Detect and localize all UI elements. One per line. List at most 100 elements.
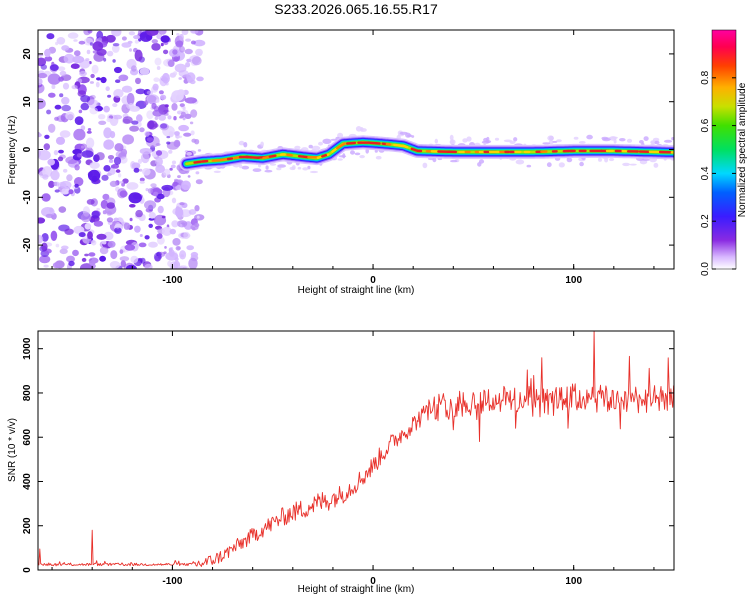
ridge-core-segment — [297, 154, 309, 159]
ridge-halo-speckle — [663, 139, 673, 143]
noise-speckle — [38, 150, 51, 161]
noise-speckle — [146, 30, 159, 36]
noise-speckle — [87, 99, 99, 109]
noise-speckle — [107, 155, 115, 160]
noise-speckle — [41, 193, 51, 202]
noise-speckle — [115, 150, 127, 158]
noise-speckle — [51, 84, 56, 89]
noise-speckle — [123, 222, 131, 230]
ridge-halo-speckle — [311, 145, 321, 151]
ridge-halo-speckle — [309, 170, 319, 174]
noise-speckle — [43, 143, 50, 151]
noise-speckle — [174, 178, 178, 182]
noise-speckle — [135, 88, 146, 95]
noise-speckle — [184, 113, 192, 120]
noise-speckle — [102, 240, 107, 245]
ridge-halo-speckle — [322, 138, 332, 144]
noise-speckle — [59, 248, 68, 255]
snr-xlabel: Height of straight line (km) — [298, 584, 415, 595]
ridge-halo-speckle — [330, 138, 338, 141]
noise-speckle — [92, 41, 104, 52]
noise-speckle — [197, 51, 203, 57]
noise-speckle — [74, 183, 79, 188]
noise-speckle — [158, 30, 167, 35]
ridge-halo-speckle — [359, 155, 365, 159]
noise-speckle — [154, 57, 162, 66]
ridge-halo-speckle — [269, 163, 277, 166]
noise-speckle — [58, 149, 64, 154]
noise-speckle — [47, 73, 61, 85]
noise-speckle — [98, 120, 107, 126]
noise-speckle — [126, 182, 139, 190]
noise-speckle — [38, 217, 46, 224]
noise-speckle — [61, 187, 70, 195]
colorbar-tick-label: 0.8 — [700, 70, 711, 84]
noise-speckle — [71, 85, 78, 90]
snr-ytick-label: 0 — [22, 567, 33, 573]
noise-speckle — [138, 242, 147, 248]
ridge-halo-speckle — [608, 157, 615, 162]
ridge-halo-speckle — [434, 138, 438, 144]
noise-speckle — [146, 120, 158, 130]
noise-speckle — [192, 226, 196, 231]
snr-xtick-label: -100 — [162, 576, 182, 587]
noise-speckle — [122, 178, 129, 184]
snr-xtick-label: 0 — [370, 576, 376, 587]
noise-speckle — [40, 64, 47, 70]
noise-speckle — [173, 116, 177, 121]
noise-speckle — [44, 56, 53, 62]
noise-speckle — [79, 70, 87, 77]
noise-speckle — [114, 227, 122, 234]
noise-speckle — [62, 168, 68, 173]
noise-speckle — [65, 111, 75, 121]
noise-speckle — [139, 180, 145, 184]
noise-speckle — [184, 97, 197, 104]
noise-speckle — [59, 93, 64, 98]
noise-speckle — [38, 72, 48, 79]
noise-speckle — [54, 189, 60, 193]
noise-speckle — [128, 192, 142, 204]
noise-speckle — [177, 175, 181, 179]
noise-speckle — [185, 61, 191, 68]
noise-speckle — [167, 260, 173, 267]
noise-speckle — [145, 188, 149, 192]
noise-speckle — [49, 207, 54, 213]
noise-speckle — [109, 180, 118, 187]
noise-speckle — [139, 234, 143, 237]
noise-speckle — [78, 40, 86, 45]
noise-speckle — [139, 127, 145, 133]
noise-speckle — [162, 168, 171, 176]
ridge-halo-speckle — [611, 136, 618, 139]
noise-speckle — [191, 138, 197, 143]
noise-speckle — [92, 50, 98, 54]
ridge-core-segment — [336, 142, 346, 150]
ridge-halo-speckle — [260, 141, 264, 147]
noise-speckle — [172, 49, 178, 55]
noise-speckle — [179, 116, 183, 119]
noise-speckle — [168, 149, 173, 154]
noise-speckle — [106, 50, 114, 57]
noise-speckle — [117, 173, 122, 178]
noise-speckle — [68, 260, 75, 267]
ridge-halo-speckle — [573, 136, 579, 140]
noise-speckle — [53, 150, 59, 156]
noise-speckle — [196, 76, 204, 82]
noise-speckle — [122, 134, 134, 145]
noise-speckle — [190, 130, 195, 136]
noise-speckle — [96, 233, 107, 240]
noise-speckle — [103, 165, 111, 172]
colorbar: 0.0 0.2 0.4 0.6 0.8 Normalized spectral ampl… — [700, 29, 748, 276]
noise-speckle — [91, 64, 99, 74]
noise-speckle — [113, 217, 119, 222]
noise-speckle — [182, 266, 187, 269]
noise-speckle — [153, 77, 160, 82]
noise-speckle — [178, 70, 189, 77]
noise-speckle — [119, 181, 124, 184]
noise-speckle — [177, 89, 185, 96]
colorbar-gradient — [711, 29, 737, 270]
noise-speckle — [176, 33, 180, 36]
snr-ytick-label: 800 — [22, 384, 33, 401]
noise-speckle — [56, 37, 66, 45]
